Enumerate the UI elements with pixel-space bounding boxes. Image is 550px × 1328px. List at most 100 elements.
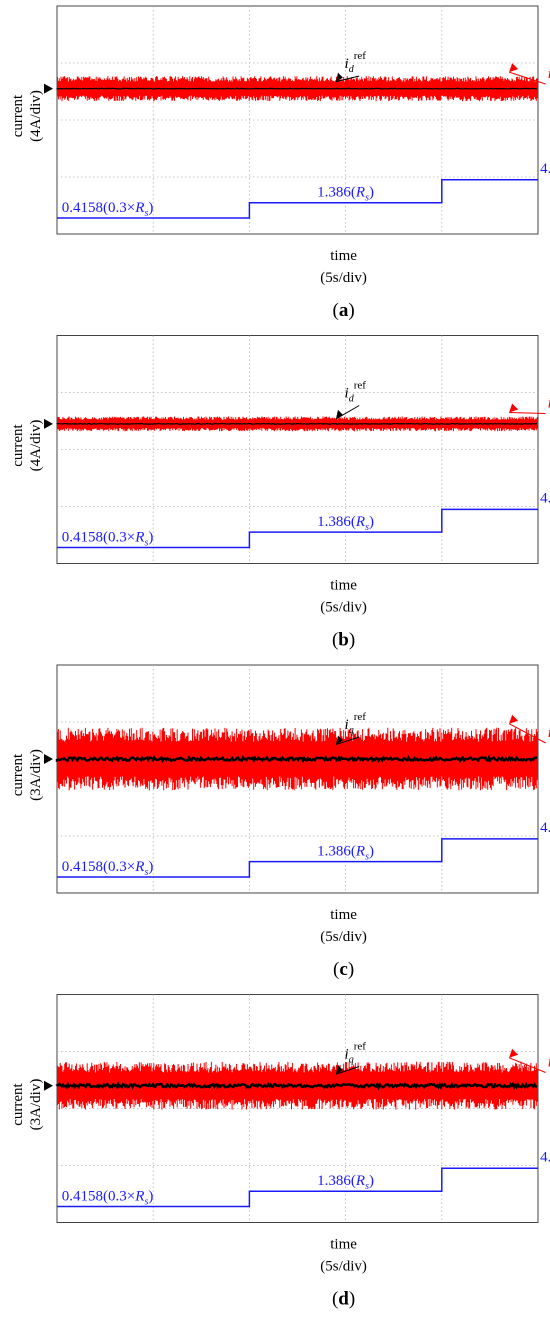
series-reference-current: [56, 87, 537, 90]
x-axis-label: time: [330, 578, 357, 594]
reference-subscript: d: [349, 394, 355, 405]
series-resistance-step: [57, 508, 538, 549]
measured-symbol: i: [548, 725, 550, 741]
reference-subscript: d: [349, 64, 355, 75]
y-axis-unit: (3A/div): [28, 749, 44, 801]
panel-label-letter: d: [338, 1289, 349, 1310]
reference-subscript: q: [349, 725, 354, 736]
panel-label-open: (: [332, 1289, 338, 1310]
measured-annotation: id: [548, 66, 550, 85]
panel-label-close: ): [349, 1289, 355, 1310]
reference-arrow-icon: [335, 72, 343, 82]
measured-annotation: iq: [548, 725, 550, 744]
step-label: 1.386(Rs): [317, 514, 374, 533]
step-label: 4.158(3×Rs): [540, 820, 550, 839]
step-label-subscript: s: [144, 538, 148, 549]
step-label: 1.386(Rs): [317, 844, 374, 863]
step-label-value: 4.158(3×: [540, 161, 550, 177]
panel-label-close: ): [348, 959, 354, 980]
chart-panel-d: 0.4158(0.3×Rs)1.386(Rs)4.158(3×Rs)iqrefi…: [10, 994, 550, 1310]
step-label: 0.4158(0.3×Rs): [62, 200, 154, 219]
series-resistance-step: [57, 1167, 538, 1208]
reference-annotation: iqref: [345, 1041, 367, 1066]
zero-marker-icon: [44, 1080, 53, 1091]
step-label-value: 1.386(: [317, 844, 356, 860]
series-reference-current: [56, 422, 537, 425]
y-axis-unit: (4A/div): [28, 90, 44, 142]
step-label: 4.158(3×Rs): [540, 490, 550, 509]
zero-marker-icon: [44, 754, 53, 765]
chart-panel-c: 0.4158(0.3×Rs)1.386(Rs)4.158(3×Rs)iqrefi…: [10, 664, 550, 980]
step-label-subscript: s: [365, 1181, 369, 1192]
panel-label-letter: a: [339, 300, 349, 321]
step-label-close: ): [148, 1189, 153, 1205]
x-axis-unit: (5s/div): [320, 270, 367, 286]
reference-arrow-shaft: [335, 75, 360, 83]
measured-annotation: id: [548, 396, 550, 415]
reference-arrow-icon: [335, 735, 343, 745]
measured-arrow-shaft: [509, 411, 546, 414]
measured-arrow-icon: [509, 1048, 519, 1058]
reference-symbol: i: [345, 386, 349, 402]
x-axis-unit: (5s/div): [320, 600, 367, 616]
panel-label-letter: b: [338, 630, 349, 651]
step-label-value: 0.4158(0.3×: [62, 530, 135, 546]
zero-marker-icon: [44, 418, 53, 429]
panel-label: (b): [332, 630, 355, 651]
panel-label-open: (: [333, 959, 339, 980]
reference-arrow-shaft: [335, 736, 360, 745]
step-label: 4.158(3×Rs): [540, 161, 550, 180]
measured-arrow-icon: [509, 403, 519, 413]
measured-annotation: iq: [548, 1055, 550, 1074]
step-label-value: 0.4158(0.3×: [62, 1189, 135, 1205]
step-label-subscript: s: [365, 522, 369, 533]
chart-panel-b: 0.4158(0.3×Rs)1.386(Rs)4.158(3×Rs)idrefi…: [10, 335, 550, 651]
reference-annotation: id ref: [345, 50, 367, 75]
step-label-symbol: R: [134, 200, 144, 216]
panel-label-close: ): [348, 300, 354, 321]
reference-arrow-shaft: [335, 1066, 360, 1075]
reference-superscript: ref: [354, 50, 367, 62]
reference-arrow-icon: [335, 409, 343, 419]
step-label-close: ): [148, 200, 153, 216]
step-label-symbol: R: [355, 185, 365, 201]
series-resistance-step: [57, 179, 538, 219]
step-label: 4.158(3×Rs): [540, 1149, 550, 1168]
step-label-close: ): [369, 1173, 374, 1189]
step-label-symbol: R: [355, 844, 365, 860]
reference-symbol: i: [345, 717, 349, 733]
zero-marker-icon: [44, 83, 53, 94]
panel-label-letter: c: [339, 959, 347, 980]
step-label-symbol: R: [134, 530, 144, 546]
step-label-value: 1.386(: [317, 514, 356, 530]
series-reference-current: [55, 754, 538, 764]
panel-label: (c): [333, 959, 354, 980]
reference-symbol: i: [345, 1047, 349, 1063]
step-label-symbol: R: [355, 1173, 365, 1189]
step-label-close: ): [148, 859, 153, 875]
y-axis-label: current: [10, 1082, 26, 1125]
step-label: 1.386(Rs): [317, 185, 374, 204]
step-label-close: ): [369, 514, 374, 530]
y-axis-label: current: [10, 423, 26, 466]
step-label-close: ): [369, 844, 374, 860]
reference-annotation: id ref: [345, 380, 367, 405]
panel-label-close: ): [349, 630, 355, 651]
step-label-close: ): [369, 185, 374, 201]
step-label-value: 1.386(: [317, 1173, 356, 1189]
panel-label-open: (: [333, 300, 339, 321]
reference-superscript: ref: [354, 711, 367, 723]
y-axis-unit: (4A/div): [28, 420, 44, 472]
measured-symbol: i: [548, 1055, 550, 1071]
reference-superscript: ref: [354, 380, 367, 392]
panel-label-open: (: [332, 630, 338, 651]
reference-annotation: iqref: [345, 711, 367, 736]
step-label-subscript: s: [365, 852, 369, 863]
step-label-value: 4.158(3×: [540, 820, 550, 836]
series-resistance-step: [57, 838, 538, 878]
measured-arrow-shaft: [508, 723, 546, 744]
step-label-symbol: R: [355, 514, 365, 530]
measured-arrow-icon: [509, 714, 519, 724]
y-axis-label: current: [10, 94, 26, 137]
